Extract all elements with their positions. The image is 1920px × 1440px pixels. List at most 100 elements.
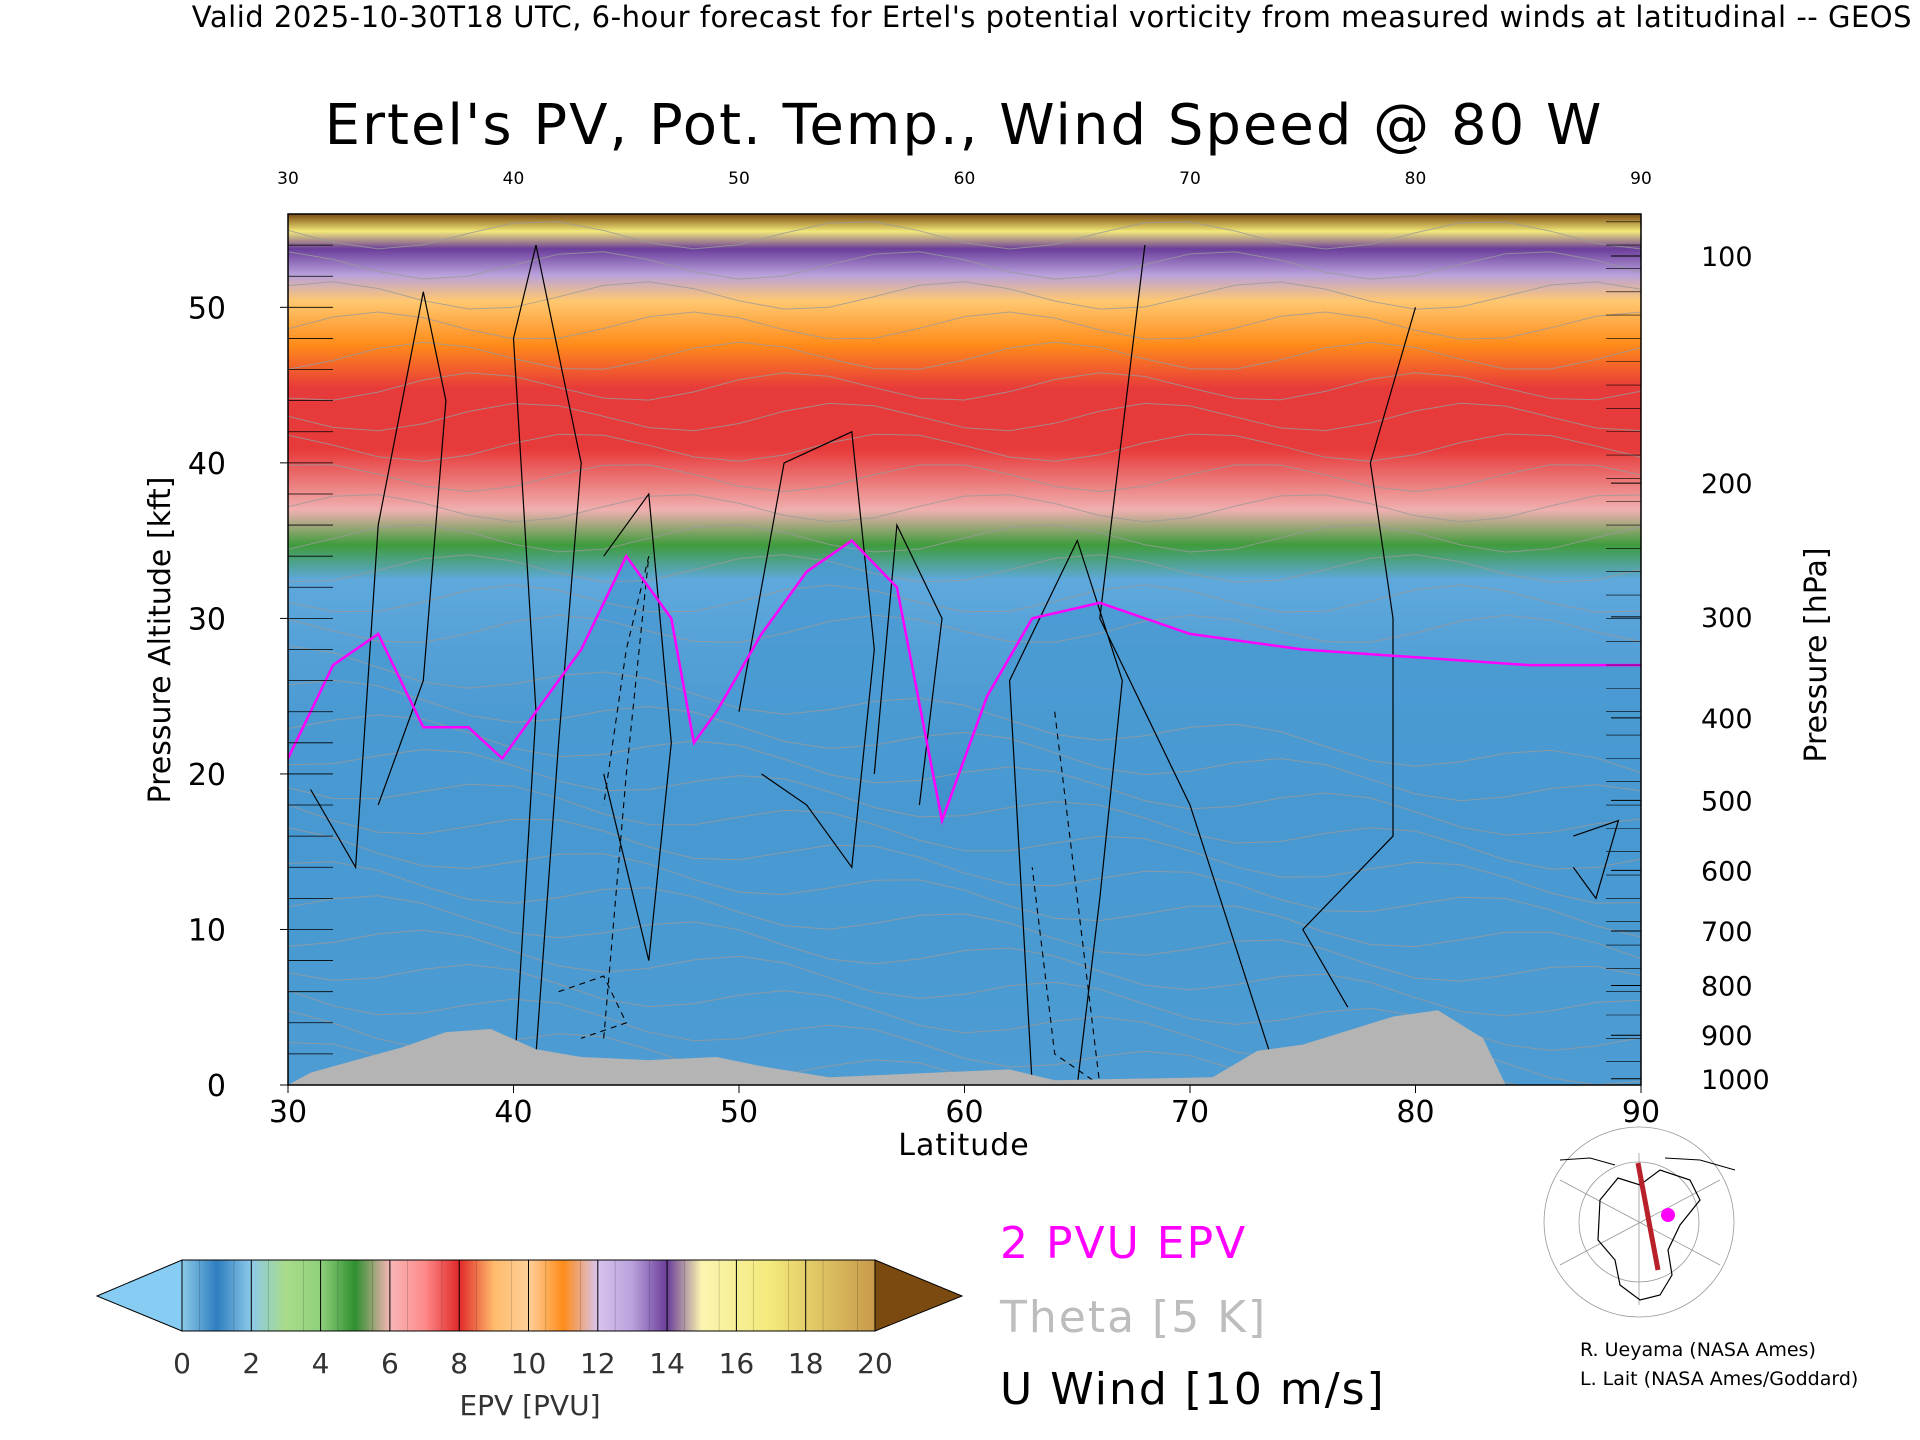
pressure-tick-label: 800 bbox=[1701, 971, 1753, 1002]
theta-contour bbox=[288, 714, 1641, 836]
x-axis-label: Latitude bbox=[898, 1128, 1029, 1163]
colorbar-tick-label: 10 bbox=[511, 1347, 547, 1380]
theta-contour bbox=[288, 783, 1641, 904]
pressure-tick-label: 500 bbox=[1701, 786, 1753, 817]
theta-contour bbox=[288, 895, 1641, 1017]
map-location-marker bbox=[1661, 1208, 1675, 1222]
x-top-tick-label: 70 bbox=[1179, 169, 1201, 189]
u-wind-contour-negative bbox=[1031, 711, 1101, 1085]
u-wind-contour bbox=[310, 291, 447, 870]
colorbar-tick-label: 4 bbox=[312, 1347, 330, 1380]
u-wind-contour bbox=[1572, 819, 1620, 900]
u-wind-contour bbox=[1302, 307, 1417, 1008]
theta-contour bbox=[288, 861, 1641, 982]
x-top-tick-label: 90 bbox=[1630, 169, 1652, 189]
x-tick-label: 40 bbox=[494, 1095, 532, 1130]
map-coastlines-north bbox=[1559, 1157, 1736, 1171]
y-axis-left: 0 10 20 30 40 50 bbox=[188, 213, 333, 1104]
theta-contour bbox=[288, 554, 1641, 583]
u-wind-contour bbox=[1008, 538, 1123, 1085]
colorbar-tick-label: 20 bbox=[857, 1347, 893, 1380]
y-tick-label: 10 bbox=[188, 913, 226, 948]
y-tick-label: 50 bbox=[188, 291, 226, 326]
x-top-tick-label: 80 bbox=[1405, 169, 1427, 189]
x-tick-label: 80 bbox=[1396, 1095, 1434, 1130]
y-tick-label: 0 bbox=[207, 1069, 226, 1104]
pressure-tick-label: 900 bbox=[1701, 1021, 1753, 1052]
map-section-line bbox=[1635, 1162, 1661, 1271]
legend-u-wind: U Wind [10 m/s] bbox=[1000, 1364, 1386, 1415]
theta-contour bbox=[288, 614, 1641, 643]
theta-contour bbox=[288, 804, 1641, 938]
chart-title: Ertel's PV, Pot. Temp., Wind Speed @ 80 … bbox=[325, 93, 1604, 158]
valid-time-header: Valid 2025-10-30T18 UTC, 6-hour forecast… bbox=[191, 0, 1912, 34]
u-wind-contour bbox=[738, 430, 875, 869]
pressure-tick-label: 100 bbox=[1701, 242, 1753, 273]
theta-contour bbox=[288, 584, 1641, 613]
y-axis-label: Pressure Altitude [kft] bbox=[143, 477, 178, 804]
theta-contour bbox=[288, 221, 1641, 250]
theta-contour bbox=[288, 827, 1641, 960]
2pvu-tropopause-line bbox=[288, 538, 1641, 826]
theta-contour bbox=[288, 679, 1641, 802]
x-top-tick-label: 30 bbox=[277, 169, 299, 189]
colorbar-tick-label: 14 bbox=[649, 1347, 685, 1380]
map-inset bbox=[1541, 1126, 1737, 1318]
x-tick-label: 60 bbox=[945, 1095, 983, 1130]
u-wind-contour bbox=[873, 522, 943, 806]
y-tick-label: 20 bbox=[188, 758, 226, 793]
colorbar-tick-label: 0 bbox=[173, 1347, 191, 1380]
u-wind-contour bbox=[603, 492, 672, 961]
theta-contour bbox=[288, 402, 1641, 432]
theta-contour bbox=[288, 372, 1641, 401]
terrain-mask bbox=[288, 1010, 1506, 1085]
pressure-tick-label: 400 bbox=[1701, 704, 1753, 735]
colorbar-tick-label: 6 bbox=[381, 1347, 399, 1380]
y-axis-right: 100 200 300 400 500 600 700 800 900 1000 bbox=[1606, 221, 1770, 1096]
epv-colorbar: 0 2 4 6 8 10 12 14 16 18 20 EPV [PVU] bbox=[95, 1259, 964, 1422]
u-wind-contour-negative bbox=[558, 975, 628, 1039]
colorbar-over-arrow bbox=[874, 1259, 964, 1332]
y2-axis-label: Pressure [hPa] bbox=[1799, 547, 1834, 762]
pressure-tick-label: 600 bbox=[1701, 856, 1753, 887]
x-top-tick-label: 50 bbox=[728, 169, 750, 189]
colorbar-tick-label: 12 bbox=[580, 1347, 616, 1380]
colorbar-label: EPV [PVU] bbox=[459, 1389, 600, 1422]
theta-contour bbox=[288, 251, 1641, 280]
legend-2pvu: 2 PVU EPV bbox=[1000, 1218, 1247, 1269]
x-tick-label: 90 bbox=[1622, 1095, 1660, 1130]
credit-line-2: L. Lait (NASA Ames/Goddard) bbox=[1580, 1368, 1858, 1390]
y-tick-label: 40 bbox=[188, 447, 226, 482]
colorbar-tick-label: 16 bbox=[719, 1347, 755, 1380]
colorbar-tick-label: 8 bbox=[450, 1347, 468, 1380]
pressure-tick-label: 1000 bbox=[1701, 1065, 1770, 1096]
colorbar-tick-label: 2 bbox=[242, 1347, 260, 1380]
theta-contours bbox=[288, 221, 1641, 1085]
y-tick-label: 30 bbox=[188, 602, 226, 637]
pressure-tick-label: 300 bbox=[1701, 603, 1753, 634]
colorbar-tick-label: 18 bbox=[788, 1347, 824, 1380]
x-axis-bottom: 30 40 50 60 70 80 90 bbox=[269, 1085, 1660, 1130]
map-globe-circle bbox=[1543, 1126, 1735, 1318]
colorbar-ticks: 0 2 4 6 8 10 12 14 16 18 20 bbox=[173, 1260, 893, 1380]
theta-contour bbox=[288, 433, 1641, 462]
legend-theta: Theta [5 K] bbox=[999, 1292, 1267, 1343]
map-coastlines bbox=[1597, 1169, 1701, 1301]
pressure-tick-label: 700 bbox=[1701, 917, 1753, 948]
theta-contour bbox=[288, 748, 1641, 870]
u-wind-contours bbox=[310, 244, 1620, 1085]
colorbar-under-arrow bbox=[95, 1259, 183, 1332]
credit-line-1: R. Ueyama (NASA Ames) bbox=[1580, 1339, 1816, 1361]
x-tick-label: 30 bbox=[269, 1095, 307, 1130]
u-wind-contour bbox=[1099, 245, 1281, 1085]
theta-contour bbox=[288, 524, 1641, 553]
theta-contour bbox=[288, 464, 1641, 493]
troposphere-region bbox=[288, 540, 1641, 1085]
theta-contour bbox=[288, 341, 1641, 370]
pressure-tick-label: 200 bbox=[1701, 469, 1753, 500]
theta-contour bbox=[288, 645, 1641, 774]
theta-contour bbox=[288, 494, 1641, 523]
map-meridian-3 bbox=[1559, 1179, 1721, 1266]
x-top-tick-label: 60 bbox=[954, 169, 976, 189]
